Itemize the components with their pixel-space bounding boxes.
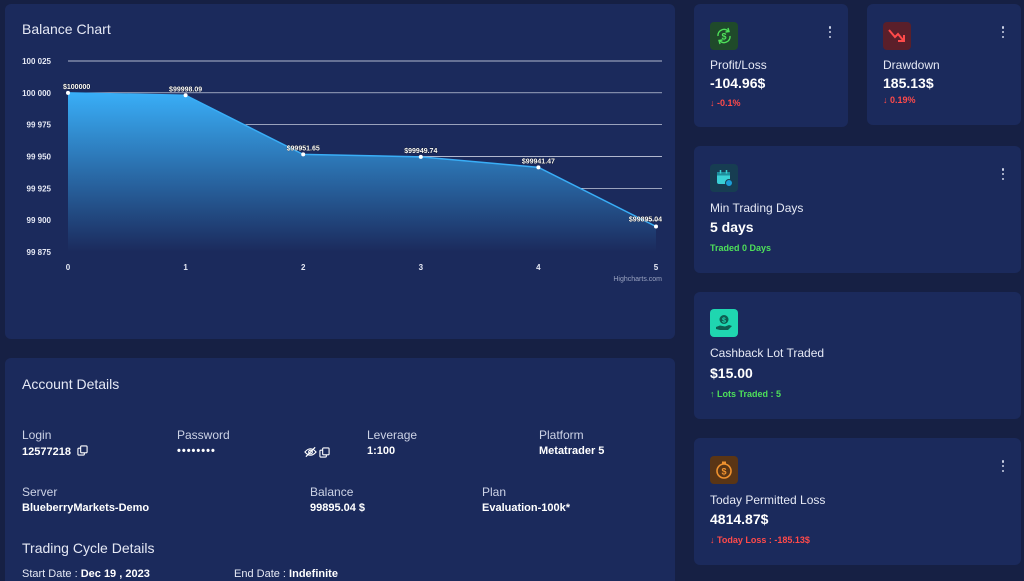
y-tick-label: 99 875 <box>27 248 52 257</box>
profit-loss-label: Profit/Loss <box>710 58 767 72</box>
x-tick-label: 1 <box>183 263 188 272</box>
data-label: $100000 <box>63 84 90 91</box>
balance-area <box>68 92 656 252</box>
today-loss: ↓ Today Loss : -185.13$ <box>710 535 810 545</box>
account-details-card: Account Details Login 12577218 Password … <box>5 358 675 581</box>
password-value: •••••••• <box>177 445 216 457</box>
end-date: End Date : Indefinite <box>234 568 338 580</box>
server-label: Server <box>22 485 58 499</box>
min-trading-days-card: Min Trading Days 5 days Traded 0 Days <box>694 146 1021 273</box>
data-label: $99941.47 <box>522 158 555 165</box>
plan-label: Plan <box>482 485 507 499</box>
data-point[interactable] <box>183 93 188 98</box>
drawdown-label: Drawdown <box>883 58 940 72</box>
start-date: Start Date : Dec 19 , 2023 <box>22 568 150 580</box>
svg-text:$: $ <box>722 318 726 325</box>
drawdown-change-text: 0.19% <box>890 95 916 105</box>
profit-loss-card: $ Profit/Loss -104.96$ ↓ -0.1% <box>694 4 848 127</box>
y-tick-label: 100 025 <box>22 57 51 66</box>
login-label: Login <box>22 428 52 442</box>
dollar-cycle-icon: $ <box>710 22 738 50</box>
svg-text:$: $ <box>721 32 726 42</box>
profit-loss-value: -104.96$ <box>710 75 766 91</box>
arrow-up-icon: ↑ <box>710 389 718 399</box>
x-tick-label: 3 <box>419 263 424 272</box>
today-permitted-loss-label: Today Permitted Loss <box>710 493 826 507</box>
lots-traded-text: Lots Traded : 5 <box>717 389 782 399</box>
drawdown-value: 185.13$ <box>883 75 934 91</box>
profit-loss-change: ↓ -0.1% <box>710 98 741 108</box>
copy-password-icon[interactable] <box>319 445 330 463</box>
arrow-down-icon: ↓ <box>710 98 718 108</box>
balance-chart-card: Balance Chart $100000 $99998.09 $99951.65 $… <box>5 4 675 339</box>
data-point[interactable] <box>654 224 658 229</box>
y-tick-label: 99 975 <box>27 121 52 130</box>
today-permitted-loss-value: 4814.87$ <box>710 511 769 527</box>
x-tick-label: 5 <box>654 263 659 272</box>
today-loss-text: Today Loss : -185.13$ <box>717 535 810 545</box>
data-point[interactable] <box>66 90 70 95</box>
balance-value: 99895.04 $ <box>310 502 366 514</box>
end-date-value: Indefinite <box>289 568 338 580</box>
start-date-label: Start Date : <box>22 568 81 580</box>
chart-title: Balance Chart <box>22 21 111 37</box>
drawdown-card: Drawdown 185.13$ ↓ 0.19% <box>867 4 1021 125</box>
arrow-down-icon: ↓ <box>883 95 891 105</box>
data-label: $99998.09 <box>169 86 202 93</box>
lots-traded: ↑ Lots Traded : 5 <box>710 389 781 399</box>
platform-label: Platform <box>539 428 584 442</box>
login-value-row: 12577218 <box>22 445 88 459</box>
min-trading-days-value: 5 days <box>710 219 754 235</box>
x-tick-label: 2 <box>301 263 306 272</box>
cashback-card: $ Cashback Lot Traded $15.00 ↑ Lots Trad… <box>694 292 1021 419</box>
min-trading-days-menu-icon[interactable] <box>1001 168 1005 180</box>
server-value: BlueberryMarkets-Demo <box>22 502 150 514</box>
end-date-label: End Date : <box>234 568 290 580</box>
cashback-label: Cashback Lot Traded <box>710 346 825 360</box>
copy-login-icon[interactable] <box>77 445 88 459</box>
x-tick-label: 0 <box>66 263 71 272</box>
traded-days-text: Traded 0 Days <box>710 243 772 253</box>
data-label: $99895.04 <box>629 216 662 223</box>
balance-chart: $100000 $99998.09 $99951.65 $99949.74 $99941… <box>22 57 662 283</box>
cashback-value: $15.00 <box>710 365 753 381</box>
leverage-label: Leverage <box>367 428 418 442</box>
trend-down-icon <box>883 22 911 50</box>
leverage-value: 1:100 <box>367 445 396 457</box>
balance-label: Balance <box>310 485 354 499</box>
account-details-title: Account Details <box>22 376 120 392</box>
y-tick-label: 99 950 <box>27 153 52 162</box>
arrow-down-icon: ↓ <box>710 535 718 545</box>
eye-slash-icon[interactable] <box>304 445 317 463</box>
profit-loss-menu-icon[interactable] <box>828 26 832 38</box>
password-label: Password <box>177 428 230 442</box>
data-point[interactable] <box>536 165 541 170</box>
plan-value: Evaluation-100k* <box>482 502 571 514</box>
chart-credit[interactable]: Highcharts.com <box>613 276 662 283</box>
today-permitted-loss-menu-icon[interactable] <box>1001 460 1005 472</box>
svg-text:$: $ <box>721 467 726 477</box>
data-label: $99951.65 <box>287 145 320 152</box>
drawdown-change: ↓ 0.19% <box>883 95 916 105</box>
x-tick-label: 4 <box>536 263 541 272</box>
drawdown-menu-icon[interactable] <box>1001 26 1005 38</box>
calendar-icon <box>710 164 738 192</box>
start-date-value: Dec 19 , 2023 <box>80 568 150 580</box>
y-tick-label: 100 000 <box>22 89 51 98</box>
data-point[interactable] <box>418 154 423 159</box>
today-permitted-loss-card: $ Today Permitted Loss 4814.87$ ↓ Today … <box>694 438 1021 565</box>
platform-value: Metatrader 5 <box>539 445 605 457</box>
hand-coin-icon: $ <box>710 309 738 337</box>
data-point[interactable] <box>301 152 306 157</box>
min-trading-days-label: Min Trading Days <box>710 201 804 215</box>
y-tick-label: 99 900 <box>27 216 52 225</box>
coin-timer-icon: $ <box>710 456 738 484</box>
login-value: 12577218 <box>22 445 71 458</box>
profit-loss-change-text: -0.1% <box>717 98 741 108</box>
data-label: $99949.74 <box>404 148 437 155</box>
trading-cycle-title: Trading Cycle Details <box>22 540 155 556</box>
balance-line <box>67 92 657 228</box>
y-tick-label: 99 925 <box>27 184 52 193</box>
